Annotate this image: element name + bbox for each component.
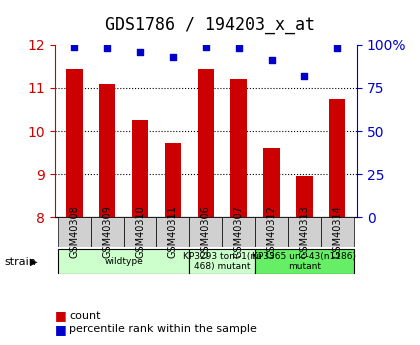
Bar bbox=[255, 249, 354, 274]
Text: strain: strain bbox=[4, 257, 36, 266]
Bar bbox=[255, 217, 288, 247]
Bar bbox=[222, 217, 255, 247]
Bar bbox=[288, 217, 321, 247]
Bar bbox=[189, 217, 222, 247]
Text: GSM40310: GSM40310 bbox=[135, 206, 145, 258]
Bar bbox=[165, 143, 181, 217]
Point bbox=[334, 46, 341, 51]
Point bbox=[268, 58, 275, 63]
Text: GDS1786 / 194203_x_at: GDS1786 / 194203_x_at bbox=[105, 16, 315, 33]
Point bbox=[202, 44, 209, 49]
Text: count: count bbox=[69, 311, 101, 321]
Bar bbox=[321, 217, 354, 247]
Text: GSM40311: GSM40311 bbox=[168, 206, 178, 258]
Point bbox=[104, 46, 110, 51]
Point bbox=[136, 49, 143, 55]
Point bbox=[301, 73, 308, 79]
Bar bbox=[58, 217, 91, 247]
Point bbox=[71, 44, 78, 49]
Text: ■: ■ bbox=[55, 309, 66, 322]
Text: ■: ■ bbox=[55, 323, 66, 336]
Bar bbox=[132, 120, 148, 217]
Text: ▶: ▶ bbox=[30, 257, 38, 266]
Bar bbox=[66, 69, 83, 217]
Text: KP3293 tom-1(nu
468) mutant: KP3293 tom-1(nu 468) mutant bbox=[183, 252, 262, 271]
Text: GSM40312: GSM40312 bbox=[267, 206, 276, 258]
Bar bbox=[197, 69, 214, 217]
Bar bbox=[99, 84, 116, 217]
Text: percentile rank within the sample: percentile rank within the sample bbox=[69, 325, 257, 334]
Point bbox=[170, 54, 176, 60]
Text: GSM40313: GSM40313 bbox=[299, 206, 310, 258]
Text: GSM40314: GSM40314 bbox=[332, 206, 342, 258]
Text: GSM40306: GSM40306 bbox=[201, 206, 211, 258]
Bar bbox=[329, 99, 346, 217]
Text: KP3365 unc-43(n1186)
mutant: KP3365 unc-43(n1186) mutant bbox=[252, 252, 357, 271]
Text: GSM40308: GSM40308 bbox=[69, 206, 79, 258]
Text: GSM40307: GSM40307 bbox=[234, 206, 244, 258]
Bar bbox=[189, 249, 255, 274]
Bar bbox=[157, 217, 189, 247]
Bar bbox=[123, 217, 157, 247]
Bar bbox=[91, 217, 123, 247]
Bar bbox=[296, 176, 312, 217]
Bar bbox=[231, 79, 247, 217]
Text: wildtype: wildtype bbox=[104, 257, 143, 266]
Bar bbox=[263, 148, 280, 217]
Point bbox=[235, 46, 242, 51]
Bar bbox=[58, 249, 189, 274]
Text: GSM40309: GSM40309 bbox=[102, 206, 112, 258]
